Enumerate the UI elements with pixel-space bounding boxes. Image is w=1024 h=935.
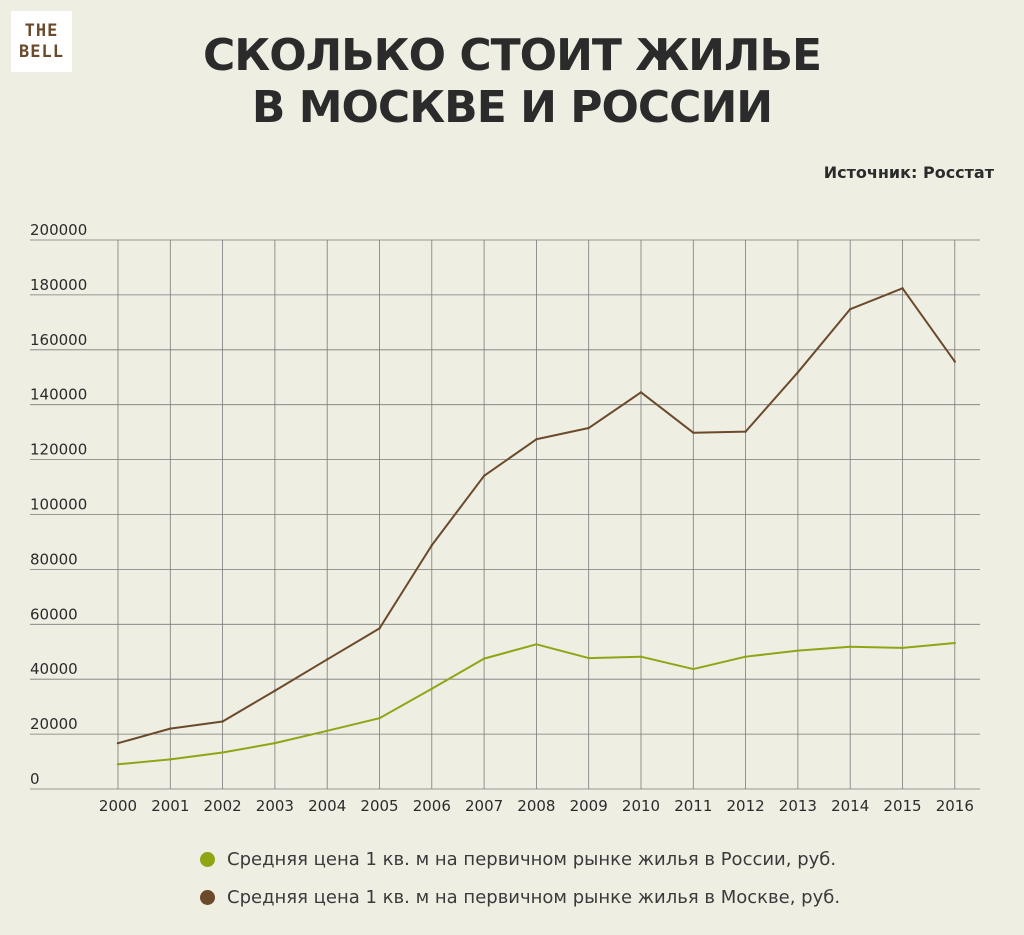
data-point-russia xyxy=(692,667,695,671)
logo-line-2: BELL xyxy=(19,41,64,62)
data-point-moscow xyxy=(378,627,381,630)
data-point-moscow xyxy=(169,727,172,730)
x-tick-label: 2010 xyxy=(622,797,660,815)
chart-legend: Средняя цена 1 кв. м на первичном рынке … xyxy=(200,840,840,916)
y-tick-label: 40000 xyxy=(30,660,78,678)
x-tick-label: 2014 xyxy=(831,797,869,815)
data-point-russia xyxy=(482,657,486,660)
y-tick-label: 60000 xyxy=(30,605,78,623)
data-point-russia xyxy=(849,645,852,649)
data-point-moscow xyxy=(273,689,277,692)
the-bell-logo: THE BELL xyxy=(11,11,72,72)
y-tick-label: 180000 xyxy=(30,276,87,294)
y-tick-label: 100000 xyxy=(30,496,87,514)
data-point-russia xyxy=(430,687,433,691)
data-point-moscow xyxy=(587,426,590,430)
chart-title-line-1: СКОЛЬКО СТОИТ ЖИЛЬЕ xyxy=(202,30,822,81)
data-point-moscow xyxy=(430,544,433,547)
chart-title-line-2: В МОСКВЕ И РОССИИ xyxy=(251,82,773,133)
data-point-moscow xyxy=(221,720,224,723)
x-tick-label: 2008 xyxy=(517,797,555,815)
data-point-moscow xyxy=(953,360,956,363)
y-tick-label: 120000 xyxy=(30,441,87,459)
logo-line-1: THE xyxy=(24,20,59,41)
y-tick-label: 140000 xyxy=(30,386,87,404)
y-tick-label: 160000 xyxy=(30,331,87,349)
x-tick-label: 2000 xyxy=(99,797,137,815)
x-tick-label: 2005 xyxy=(360,797,398,815)
data-point-moscow xyxy=(849,307,852,311)
data-point-russia xyxy=(901,646,904,650)
data-point-russia xyxy=(639,655,643,658)
data-point-moscow xyxy=(639,391,643,394)
data-point-moscow xyxy=(796,371,800,374)
y-tick-label: 20000 xyxy=(30,715,78,733)
data-point-moscow xyxy=(744,430,747,433)
data-point-moscow xyxy=(482,474,486,477)
x-tick-label: 2016 xyxy=(936,797,974,815)
legend-label-russia: Средняя цена 1 кв. м на первичном рынке … xyxy=(227,848,837,870)
x-tick-label: 2012 xyxy=(727,797,765,815)
data-point-russia xyxy=(169,758,172,761)
data-point-russia xyxy=(744,655,747,658)
data-point-russia xyxy=(953,641,956,645)
legend-dot-russia xyxy=(200,851,215,867)
x-tick-label: 2002 xyxy=(204,797,242,815)
data-point-moscow xyxy=(901,287,904,290)
x-tick-label: 2007 xyxy=(465,797,503,815)
data-point-russia xyxy=(796,649,800,652)
chart-title: СКОЛЬКО СТОИТ ЖИЛЬЕ В МОСКВЕ И РОССИИ xyxy=(0,30,1024,134)
legend-label-moscow: Средняя цена 1 кв. м на первичном рынке … xyxy=(227,886,841,908)
x-tick-label: 2015 xyxy=(883,797,921,815)
data-point-moscow xyxy=(326,658,329,661)
x-tick-label: 2013 xyxy=(779,797,817,815)
data-point-moscow xyxy=(116,741,120,745)
x-tick-label: 2004 xyxy=(308,797,346,815)
data-point-russia xyxy=(587,656,590,660)
x-tick-label: 2003 xyxy=(256,797,294,815)
data-point-russia xyxy=(273,741,277,745)
y-tick-label: 80000 xyxy=(30,550,78,568)
legend-dot-moscow xyxy=(200,889,215,905)
source-note: Источник: Росстат xyxy=(823,163,994,182)
data-point-moscow xyxy=(535,438,538,441)
x-tick-label: 2006 xyxy=(413,797,451,815)
data-point-russia xyxy=(221,751,224,754)
data-point-russia xyxy=(116,763,120,766)
data-point-russia xyxy=(535,643,538,646)
legend-item-moscow: Средняя цена 1 кв. м на первичном рынке … xyxy=(200,878,840,916)
legend-item-russia: Средняя цена 1 кв. м на первичном рынке … xyxy=(200,840,840,878)
y-tick-label: 0 xyxy=(30,770,40,788)
data-point-moscow xyxy=(692,431,695,434)
y-tick-label: 200000 xyxy=(30,221,87,239)
x-tick-label: 2011 xyxy=(674,797,712,815)
data-point-russia xyxy=(378,716,381,720)
x-tick-label: 2009 xyxy=(570,797,608,815)
data-point-russia xyxy=(326,729,329,733)
x-tick-label: 2001 xyxy=(151,797,189,815)
